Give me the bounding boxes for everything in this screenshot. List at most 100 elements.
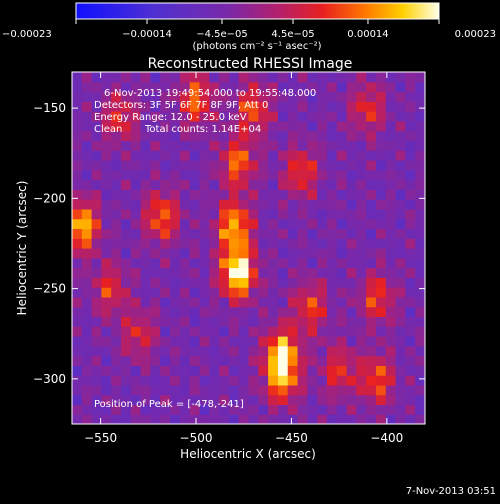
colorbar-ticks: −0.00023 −0.00014 −4.5e−05 4.5e−05 0.00014 0.… [2,19,496,40]
heatmap-cell [356,111,367,122]
heatmap-cell [199,81,210,93]
heatmap-cell [326,404,338,415]
heatmap-cell [258,326,269,337]
heatmap-cell [258,355,269,366]
heatmap-cell [91,257,103,269]
heatmap-cell [238,287,250,298]
heatmap-cell [179,111,191,122]
heatmap-cell [326,199,338,210]
heatmap-cell [228,257,240,269]
heatmap-cell [375,228,387,239]
heatmap-cell [297,140,308,151]
heatmap-cell [297,277,308,288]
heatmap-cell [121,101,132,112]
y-tick-label: −250 [33,282,66,296]
heatmap-cell [415,404,425,415]
heatmap-cell [317,414,328,424]
heatmap-cell [317,365,328,376]
heatmap-cell [121,169,132,181]
heatmap-cell [307,306,318,318]
heatmap-cell [356,345,367,357]
heatmap-cell [366,336,377,347]
heatmap-cell [111,130,122,142]
heatmap-cell [356,208,367,220]
heatmap-cell [277,336,289,347]
heatmap-cell [160,160,171,171]
heatmap-cell [415,228,425,239]
heatmap-cell [385,238,397,249]
heatmap-cell [209,169,220,181]
heatmap-cell [160,375,171,386]
heatmap-cell [228,355,240,366]
heatmap-cell [346,130,357,142]
heatmap-cell [72,150,83,161]
heatmap-cell [219,120,230,132]
heatmap-cell [248,404,259,415]
heatmap-cell [268,287,279,298]
heatmap-cell [268,169,279,181]
heatmap-cell [150,296,161,308]
heatmap-cell [307,257,318,269]
heatmap-cell [277,140,289,151]
heatmap-cell [81,306,93,318]
heatmap-cell [405,336,416,347]
heatmap-cell [346,296,357,308]
heatmap-cell [307,287,318,298]
heatmap-cell [140,208,152,220]
heatmap-cell [366,248,377,259]
heatmap-cell [405,375,416,386]
heatmap-cell [366,169,377,181]
heatmap-cell [238,150,250,161]
heatmap-cell [189,257,201,269]
heatmap-cell [130,218,142,230]
heatmap-cell [81,189,93,200]
heatmap-cell [297,267,308,278]
heatmap-cell [375,101,387,112]
heatmap-cell [346,111,357,122]
heatmap-cell [101,208,112,220]
heatmap-cell [326,345,338,357]
heatmap-cell [228,218,240,230]
heatmap-cell [248,130,259,142]
heatmap-cell [415,355,425,366]
heatmap-cell [248,248,259,259]
heatmap-cell [209,199,220,210]
heatmap-cell [170,208,181,220]
heatmap-cell [317,169,328,181]
heatmap-cell [219,345,230,357]
heatmap-cell [101,169,112,181]
heatmap-cell [189,394,201,406]
heatmap-cell [219,199,230,210]
heatmap-cell [111,218,122,230]
heatmap-cell [140,345,152,357]
heatmap-cell [91,72,103,83]
heatmap-cell [91,120,103,132]
heatmap-cell [258,365,269,376]
heatmap-cell [179,160,191,171]
heatmap-cell [366,287,377,298]
heatmap-cell [297,238,308,249]
heatmap-cell [366,355,377,366]
heatmap-cell [111,228,122,239]
heatmap-cell [111,208,122,220]
heatmap-cell [405,150,416,161]
heatmap-cell [336,101,348,112]
heatmap-cell [101,238,112,249]
heatmap-cell [219,277,230,288]
heatmap-cell [219,336,230,347]
heatmap-cell [395,169,406,181]
heatmap-cell [415,287,425,298]
heatmap-cell [277,248,289,259]
heatmap-cell [81,111,93,122]
heatmap-cell [228,101,240,112]
heatmap-cell [170,169,181,181]
heatmap-cell [405,365,416,376]
heatmap-cell [238,355,250,366]
heatmap-cell [160,355,171,366]
heatmap-cell [356,91,367,102]
heatmap-cell [297,257,308,269]
heatmap-cell [385,326,397,337]
heatmap-cell [101,296,112,308]
heatmap-cell [366,101,377,112]
heatmap-cell [346,306,357,318]
